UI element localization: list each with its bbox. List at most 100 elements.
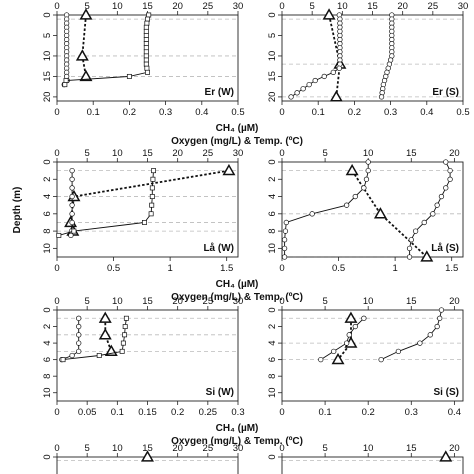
temperature-square-marker	[96, 353, 102, 358]
oxygen-circle-marker	[447, 176, 453, 182]
oxygen-circle-marker	[363, 176, 370, 182]
panel-7	[53, 450, 239, 474]
temperature-square-marker	[149, 185, 155, 191]
ch4-triangle-marker	[98, 328, 112, 340]
panel-label: Er (S)	[432, 87, 459, 98]
depth-axis-tick-label: 10	[42, 243, 53, 254]
bottom-axis-tick-label: 0.5	[456, 107, 469, 118]
panel-6	[278, 306, 464, 405]
ch4-triangle-marker	[329, 90, 343, 102]
depth-axis-tick-label: 0	[267, 12, 278, 17]
ch4-triangle-marker	[373, 207, 387, 219]
depth-axis-tick-label: 15	[42, 71, 53, 82]
depth-axis-tick-label: 8	[267, 228, 278, 233]
oxygen-circle-marker	[69, 193, 75, 200]
series-line-triangle	[69, 169, 230, 232]
temperature-square-marker	[143, 24, 149, 30]
bottom-axis-tick-label: 0.3	[384, 107, 397, 118]
ch4-triangle-marker	[222, 163, 236, 176]
ch4-axis-title: CH₄ (µM)	[216, 279, 259, 290]
depth-axis-tick-label: 4	[267, 340, 278, 345]
depth-axis-tick-label: 15	[267, 71, 278, 82]
depth-axis-tick-label: 20	[267, 92, 278, 103]
temperature-square-marker	[122, 332, 128, 338]
top-axis-tick-label: 5	[85, 1, 90, 12]
oxygen-circle-marker	[406, 254, 413, 260]
oxygen-circle-marker	[408, 237, 414, 243]
depth-axis-tick-label: 6	[42, 357, 53, 362]
oxygen-circle-marker	[421, 219, 427, 226]
oxygen-circle-marker	[443, 159, 449, 165]
oxygen-circle-marker	[69, 202, 75, 208]
depth-axis-tick-label: 0	[42, 307, 53, 312]
panel-5	[53, 306, 239, 405]
top-axis-tick-label: 0	[54, 148, 59, 159]
oxygen-circle-marker	[288, 94, 294, 100]
top-axis-tick-label: 0	[279, 443, 284, 454]
bottom-axis-tick-label: 0.5	[107, 263, 120, 274]
panel-1	[53, 8, 239, 105]
oxygen-circle-marker	[283, 219, 289, 226]
series-line-triangle	[104, 318, 113, 352]
top-axis-tick-label: 5	[322, 296, 327, 307]
panel-frame	[281, 456, 464, 474]
depth-axis-tick-label: 4	[42, 194, 53, 199]
oxygen-circle-marker	[427, 332, 433, 338]
oxygen-circle-marker	[434, 202, 440, 208]
bottom-axis-tick-label: 0.3	[405, 407, 418, 418]
temperature-square-marker	[143, 33, 149, 38]
bottom-axis-tick-label: 0.5	[332, 263, 345, 274]
depth-axis-tick-label: 8	[42, 228, 53, 233]
top-axis-tick-label: 5	[322, 443, 327, 454]
oxygen-circle-marker	[300, 86, 306, 92]
temperature-square-marker	[148, 211, 154, 217]
depth-axis-title: Depth (m)	[12, 187, 23, 234]
top-axis-tick-label: 20	[449, 443, 460, 454]
bottom-axis-tick-label: 0.4	[195, 107, 208, 118]
oxygen-circle-marker	[352, 323, 358, 330]
temperature-square-marker	[150, 176, 156, 182]
depth-axis-tick-label: 2	[42, 177, 53, 182]
panel-label: Er (W)	[205, 87, 234, 98]
depth-axis-tick-label: 10	[42, 387, 53, 398]
depth-axis-tick-label: 10	[42, 51, 53, 62]
top-axis-tick-label: 15	[142, 148, 153, 159]
oxygen-circle-marker	[378, 94, 385, 100]
ch4-triangle-marker	[75, 49, 89, 61]
oxygen-circle-marker	[282, 228, 289, 234]
oxygen-circle-marker	[361, 185, 367, 191]
ch4-triangle-marker	[322, 8, 336, 20]
oxygen-circle-marker	[447, 167, 453, 174]
oxygen-circle-marker	[343, 340, 350, 346]
ch4-triangle-marker	[420, 250, 434, 262]
panel-label: Lå (W)	[203, 242, 234, 254]
oxygen-circle-marker	[438, 193, 445, 200]
panel-label: Si (W)	[206, 387, 234, 398]
top-axis-tick-label: 15	[142, 296, 153, 307]
depth-axis-tick-label: 6	[42, 211, 53, 216]
oxygen-circle-marker	[378, 356, 384, 363]
top-axis-tick-label: 5	[85, 148, 90, 159]
depth-axis-tick-label: 10	[267, 387, 278, 398]
depth-axis-tick-label: 0	[42, 12, 53, 17]
top-axis-tick-label: 15	[142, 443, 153, 454]
oxygen-circle-marker	[76, 340, 82, 346]
top-axis-tick-label: 15	[367, 1, 378, 12]
temperature-square-marker	[142, 220, 147, 225]
temperature-square-marker	[149, 202, 155, 208]
oxygen-circle-marker	[69, 185, 75, 191]
oxygen-circle-marker	[69, 352, 75, 359]
ch4-triangle-marker	[331, 352, 345, 365]
temperature-square-marker	[123, 315, 129, 321]
bottom-axis-tick-label: 0.1	[87, 107, 100, 118]
top-axis-tick-label: 0	[54, 296, 59, 307]
bottom-axis-tick-label: 0.2	[362, 407, 375, 418]
oxygen-circle-marker	[318, 356, 324, 363]
oxygen-circle-marker	[361, 315, 367, 321]
top-axis-tick-label: 30	[233, 1, 244, 12]
oxygen-circle-marker	[76, 323, 82, 330]
oxygen-circle-marker	[281, 245, 288, 252]
oxygen-circle-marker	[438, 307, 445, 313]
oxygen-circle-marker	[76, 348, 82, 355]
bottom-axis-tick-label: 0.1	[111, 407, 124, 418]
